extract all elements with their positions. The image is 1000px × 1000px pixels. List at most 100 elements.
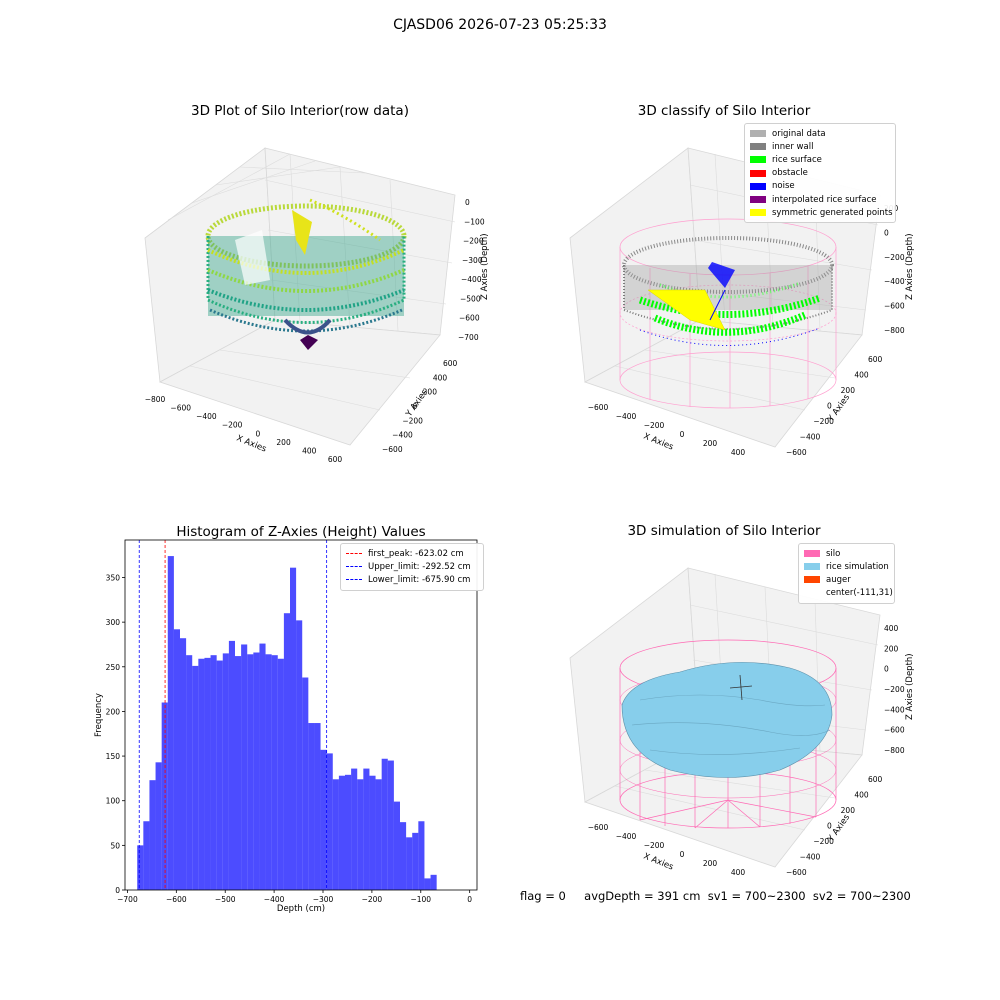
histogram-bar	[216, 660, 223, 890]
simulation-axes-box	[569, 567, 881, 868]
histogram-bar	[161, 702, 168, 890]
z-tick-label: −600	[884, 302, 905, 311]
legend-swatch	[750, 209, 766, 217]
classify-y-label: Y Axies	[826, 392, 853, 424]
x-tick-label: 400	[731, 868, 746, 877]
legend-label: original data	[772, 128, 826, 139]
histogram-bar	[149, 780, 156, 890]
x-tick-label: 200	[703, 859, 718, 868]
simulation-auger	[729, 674, 753, 701]
legend-swatch	[804, 550, 820, 558]
legend-item: auger	[804, 573, 889, 586]
footer-status: flag = 0 avgDepth = 391 cm sv1 = 700~230…	[520, 889, 911, 903]
histogram-frame	[124, 539, 478, 891]
legend-label: silo	[826, 548, 841, 559]
legend-item: interpolated rice surface	[750, 193, 890, 206]
classify-point-cloud	[622, 236, 834, 346]
x-tick-label: 0	[680, 430, 685, 439]
raw-x-label: X Axies	[235, 434, 268, 455]
y-tick-label: 0	[115, 886, 120, 895]
z-tick-label: −600	[884, 726, 905, 735]
simulation-rice-surface	[621, 662, 833, 778]
histogram-bar	[369, 775, 376, 890]
simulation-ticks: −600 −400 −200 0 200 400 −600 −400 −200 0 200 400 60…	[588, 624, 905, 877]
x-tick-label: −400	[264, 895, 285, 904]
legend-item: noise	[750, 180, 890, 193]
histogram-bar	[173, 629, 180, 890]
x-tick-label: −200	[362, 895, 383, 904]
z-tick-label: −200	[884, 685, 905, 694]
x-tick-label: 0	[255, 429, 260, 438]
legend-swatch	[804, 563, 820, 571]
histogram-bar	[180, 638, 187, 890]
histogram-bar	[277, 658, 284, 890]
histogram-bar	[381, 758, 388, 890]
x-tick-label: −200	[644, 841, 665, 850]
histogram-bar	[247, 654, 254, 890]
legend-label: noise	[772, 181, 795, 192]
legend-label: center(-111,31)	[826, 588, 893, 599]
y-tick-label: −400	[392, 431, 413, 440]
y-tick-label: −200	[402, 416, 423, 425]
legend-line-swatch	[346, 553, 362, 555]
legend-item: center(-111,31)	[804, 587, 893, 600]
y-tick-label: 0	[827, 822, 832, 831]
x-tick-label: −200	[644, 421, 665, 430]
x-tick-label: −600	[588, 403, 609, 412]
histogram-bar	[418, 821, 425, 890]
simulation-plot-title: 3D simulation of Silo Interior	[627, 523, 821, 539]
y-tick-label: −600	[382, 445, 403, 454]
z-tick-label: 0	[884, 228, 889, 237]
raw-silo-outer	[205, 198, 407, 350]
histogram-bar	[198, 658, 205, 890]
x-tick-label: 200	[703, 439, 718, 448]
histogram-bar	[363, 768, 370, 890]
legend-swatch	[804, 576, 820, 584]
histogram-bar	[155, 762, 162, 890]
y-tick-label: 0	[413, 402, 418, 411]
legend-item: rice simulation	[804, 560, 889, 573]
histogram-bar	[387, 760, 394, 890]
histogram-bar	[167, 556, 174, 890]
raw-bottom-cone	[300, 335, 318, 350]
histogram-bar	[393, 801, 400, 890]
histogram-bar	[192, 665, 199, 890]
y-tick-label: −600	[786, 448, 807, 457]
histogram-legend-item: Upper_limit: -292.52 cm	[346, 560, 478, 573]
legend-swatch	[750, 169, 766, 177]
histogram-legend: first_peak: -623.02 cm Upper_limit: -292.…	[340, 543, 484, 591]
classify-cylinder	[619, 218, 837, 409]
x-tick-label: −200	[222, 421, 243, 430]
z-tick-label: −500	[460, 294, 481, 303]
histogram-x-ticks: −700 −600 −500 −400 −300 −200 −100 0	[117, 890, 472, 904]
legend-label: rice simulation	[826, 561, 889, 572]
histogram-bar	[308, 723, 315, 890]
x-tick-label: −800	[145, 395, 166, 404]
legend-label: inner wall	[772, 141, 814, 152]
histogram-bar	[338, 775, 345, 890]
raw-axes-box	[144, 147, 456, 446]
classify-plot-title: 3D classify of Silo Interior	[637, 103, 811, 119]
histogram-bar	[302, 677, 309, 890]
histogram-bar	[412, 832, 419, 890]
y-tick-label: 200	[841, 806, 856, 815]
histogram-bar	[210, 655, 217, 890]
raw-y-label: Y Axies	[404, 387, 431, 419]
y-tick-label: 300	[106, 618, 121, 627]
histogram-bar	[143, 821, 150, 890]
y-tick-label: 200	[423, 388, 438, 397]
histogram-legend-item: first_peak: -623.02 cm	[346, 547, 478, 560]
legend-line-swatch	[346, 579, 362, 581]
z-tick-label: −300	[462, 256, 483, 265]
x-tick-label: 400	[731, 448, 746, 457]
x-tick-label: −600	[166, 895, 187, 904]
y-tick-label: −200	[813, 417, 834, 426]
legend-line-swatch	[346, 566, 362, 568]
x-tick-label: 0	[467, 895, 472, 904]
histogram-bar	[400, 822, 407, 890]
classify-ticks: −600 −400 −200 0 200 400 −600 −400 −200 0 200 400 60…	[588, 204, 905, 457]
legend-label: Lower_limit: -675.90 cm	[368, 574, 471, 585]
y-tick-label: 600	[868, 355, 883, 364]
legend-item: rice surface	[750, 153, 890, 166]
y-tick-label: 400	[433, 373, 448, 382]
